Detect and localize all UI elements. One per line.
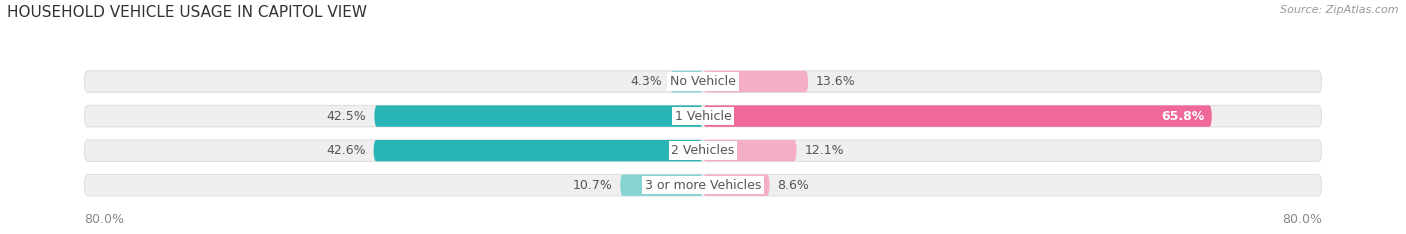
FancyBboxPatch shape [84,71,1322,92]
FancyBboxPatch shape [669,71,703,92]
FancyBboxPatch shape [84,140,1322,161]
Text: HOUSEHOLD VEHICLE USAGE IN CAPITOL VIEW: HOUSEHOLD VEHICLE USAGE IN CAPITOL VIEW [7,5,367,20]
Text: 80.0%: 80.0% [84,213,124,227]
FancyBboxPatch shape [620,175,703,196]
FancyBboxPatch shape [703,105,1212,127]
Text: 13.6%: 13.6% [815,75,855,88]
Text: 3 or more Vehicles: 3 or more Vehicles [645,179,761,192]
Text: Source: ZipAtlas.com: Source: ZipAtlas.com [1281,5,1399,15]
FancyBboxPatch shape [703,175,769,196]
Text: 12.1%: 12.1% [804,144,844,157]
Text: 8.6%: 8.6% [778,179,808,192]
Text: 10.7%: 10.7% [572,179,613,192]
FancyBboxPatch shape [84,105,1322,127]
FancyBboxPatch shape [374,140,703,161]
FancyBboxPatch shape [84,175,1322,196]
Text: 1 Vehicle: 1 Vehicle [675,110,731,123]
Text: 42.6%: 42.6% [326,144,366,157]
Text: 42.5%: 42.5% [326,110,367,123]
Legend: Owner-occupied, Renter-occupied: Owner-occupied, Renter-occupied [572,232,834,234]
FancyBboxPatch shape [703,71,808,92]
Text: 80.0%: 80.0% [1282,213,1322,227]
Text: 65.8%: 65.8% [1161,110,1204,123]
Text: 4.3%: 4.3% [630,75,662,88]
Text: No Vehicle: No Vehicle [671,75,735,88]
Text: 2 Vehicles: 2 Vehicles [672,144,734,157]
FancyBboxPatch shape [374,105,703,127]
FancyBboxPatch shape [703,140,797,161]
